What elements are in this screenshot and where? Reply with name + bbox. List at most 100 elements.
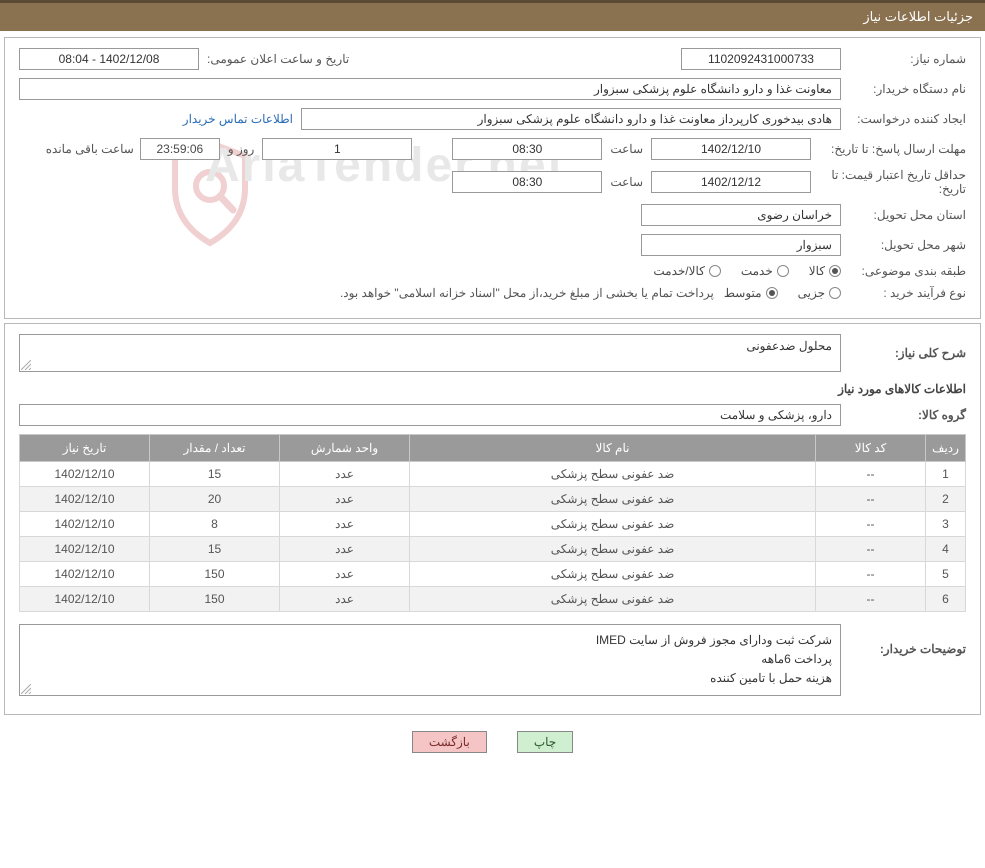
table-cell-date: 1402/12/10 <box>20 562 150 587</box>
table-cell-unit: عدد <box>280 512 410 537</box>
need-desc-label: شرح کلی نیاز: <box>841 346 966 360</box>
table-row: 2--ضد عفونی سطح پزشکیعدد201402/12/10 <box>20 487 966 512</box>
table-cell-date: 1402/12/10 <box>20 537 150 562</box>
table-cell-code: -- <box>816 487 926 512</box>
table-cell-code: -- <box>816 587 926 612</box>
category-service-radio[interactable]: خدمت <box>741 264 789 278</box>
purchase-type-radio-group: جزیی متوسط <box>724 286 841 300</box>
validity-label: حداقل تاریخ اعتبار قیمت: تا تاریخ: <box>811 168 966 196</box>
goods-group-value: دارو، پزشکی و سلامت <box>19 404 841 426</box>
buyer-notes-label: توضیحات خریدار: <box>841 624 966 656</box>
table-cell-code: -- <box>816 562 926 587</box>
table-cell-unit: عدد <box>280 587 410 612</box>
category-radio-group: کالا خدمت کالا/خدمت <box>653 264 841 278</box>
action-buttons: چاپ بازگشت <box>0 719 985 771</box>
deadline-date: 1402/12/10 <box>651 138 811 160</box>
buyer-contact-link[interactable]: اطلاعات تماس خریدار <box>183 112 301 126</box>
table-cell-name: ضد عفونی سطح پزشکی <box>410 562 816 587</box>
purchase-minor-radio[interactable]: جزیی <box>798 286 841 300</box>
table-cell-row: 3 <box>926 512 966 537</box>
days-and-label: روز و <box>220 142 263 156</box>
table-cell-date: 1402/12/10 <box>20 512 150 537</box>
deadline-label: مهلت ارسال پاسخ: تا تاریخ: <box>811 142 966 156</box>
purchase-medium-label: متوسط <box>724 286 762 300</box>
table-cell-unit: عدد <box>280 462 410 487</box>
table-cell-date: 1402/12/10 <box>20 462 150 487</box>
back-button[interactable]: بازگشت <box>412 731 487 753</box>
deadline-time-label: ساعت <box>602 142 651 156</box>
table-cell-date: 1402/12/10 <box>20 487 150 512</box>
th-date: تاریخ نیاز <box>20 435 150 462</box>
category-both-label: کالا/خدمت <box>653 264 704 278</box>
th-qty: تعداد / مقدار <box>150 435 280 462</box>
table-cell-unit: عدد <box>280 562 410 587</box>
main-info-panel: AriaTender.net شماره نیاز: 1102092431000… <box>4 37 981 319</box>
table-cell-row: 2 <box>926 487 966 512</box>
table-cell-name: ضد عفونی سطح پزشکی <box>410 512 816 537</box>
requester-row: ایجاد کننده درخواست: هادی بیدخوری کارپرد… <box>19 108 966 130</box>
goods-table-container: ردیف کد کالا نام کالا واحد شمارش تعداد /… <box>19 434 966 612</box>
page-header: جزئیات اطلاعات نیاز <box>0 0 985 31</box>
table-cell-qty: 150 <box>150 562 280 587</box>
buyer-org-row: نام دستگاه خریدار: معاونت غذا و دارو دان… <box>19 78 966 100</box>
requester-value: هادی بیدخوری کارپرداز معاونت غذا و دارو … <box>301 108 841 130</box>
goods-group-row: گروه کالا: دارو، پزشکی و سلامت <box>19 404 966 426</box>
announce-value: 1402/12/08 - 08:04 <box>19 48 199 70</box>
table-cell-qty: 15 <box>150 537 280 562</box>
print-button[interactable]: چاپ <box>517 731 573 753</box>
resize-handle-icon <box>21 684 31 694</box>
th-code: کد کالا <box>816 435 926 462</box>
category-row: طبقه بندی موضوعی: کالا خدمت کالا/خدمت <box>19 264 966 278</box>
radio-icon <box>829 265 841 277</box>
buyer-notes-value: شرکت ثبت ودارای مجوز فروش از سایت IMED پ… <box>19 624 841 696</box>
table-cell-unit: عدد <box>280 487 410 512</box>
buyer-notes-row: توضیحات خریدار: شرکت ثبت ودارای مجوز فرو… <box>19 624 966 696</box>
days-remaining: 1 <box>262 138 412 160</box>
buyer-notes-line3: هزینه حمل با تامین کننده <box>28 669 832 688</box>
category-goods-label: کالا <box>809 264 825 278</box>
validity-date: 1402/12/12 <box>651 171 811 193</box>
buyer-org-value: معاونت غذا و دارو دانشگاه علوم پزشکی سبز… <box>19 78 841 100</box>
table-cell-code: -- <box>816 537 926 562</box>
need-desc-row: شرح کلی نیاز: محلول ضدعفونی <box>19 334 966 372</box>
radio-icon <box>777 265 789 277</box>
time-remaining: 23:59:06 <box>140 138 220 160</box>
table-row: 5--ضد عفونی سطح پزشکیعدد1501402/12/10 <box>20 562 966 587</box>
table-row: 6--ضد عفونی سطح پزشکیعدد1501402/12/10 <box>20 587 966 612</box>
table-cell-date: 1402/12/10 <box>20 587 150 612</box>
page-title: جزئیات اطلاعات نیاز <box>863 9 973 24</box>
table-row: 3--ضد عفونی سطح پزشکیعدد81402/12/10 <box>20 512 966 537</box>
category-goods-radio[interactable]: کالا <box>809 264 841 278</box>
announce-label: تاریخ و ساعت اعلان عمومی: <box>199 52 357 66</box>
deadline-time: 08:30 <box>452 138 602 160</box>
purchase-medium-radio[interactable]: متوسط <box>724 286 778 300</box>
table-cell-row: 6 <box>926 587 966 612</box>
table-cell-name: ضد عفونی سطح پزشکی <box>410 462 816 487</box>
need-number-value: 1102092431000733 <box>681 48 841 70</box>
table-cell-qty: 150 <box>150 587 280 612</box>
deadline-row: مهلت ارسال پاسخ: تا تاریخ: 1402/12/10 سا… <box>19 138 966 160</box>
city-row: شهر محل تحویل: سبزوار <box>19 234 966 256</box>
need-number-row: شماره نیاز: 1102092431000733 تاریخ و ساع… <box>19 48 966 70</box>
province-label: استان محل تحویل: <box>841 208 966 222</box>
category-label: طبقه بندی موضوعی: <box>841 264 966 278</box>
category-both-radio[interactable]: کالا/خدمت <box>653 264 720 278</box>
goods-heading: اطلاعات کالاهای مورد نیاز <box>19 382 966 396</box>
th-name: نام کالا <box>410 435 816 462</box>
radio-icon <box>766 287 778 299</box>
table-cell-name: ضد عفونی سطح پزشکی <box>410 587 816 612</box>
table-cell-name: ضد عفونی سطح پزشکی <box>410 537 816 562</box>
goods-group-label: گروه کالا: <box>841 408 966 422</box>
table-header-row: ردیف کد کالا نام کالا واحد شمارش تعداد /… <box>20 435 966 462</box>
table-cell-name: ضد عفونی سطح پزشکی <box>410 487 816 512</box>
purchase-type-label: نوع فرآیند خرید : <box>841 286 966 300</box>
city-label: شهر محل تحویل: <box>841 238 966 252</box>
th-row: ردیف <box>926 435 966 462</box>
need-number-label: شماره نیاز: <box>841 52 966 66</box>
radio-icon <box>709 265 721 277</box>
goods-table: ردیف کد کالا نام کالا واحد شمارش تعداد /… <box>19 434 966 612</box>
table-cell-unit: عدد <box>280 537 410 562</box>
table-cell-code: -- <box>816 462 926 487</box>
resize-handle-icon <box>21 360 31 370</box>
th-unit: واحد شمارش <box>280 435 410 462</box>
